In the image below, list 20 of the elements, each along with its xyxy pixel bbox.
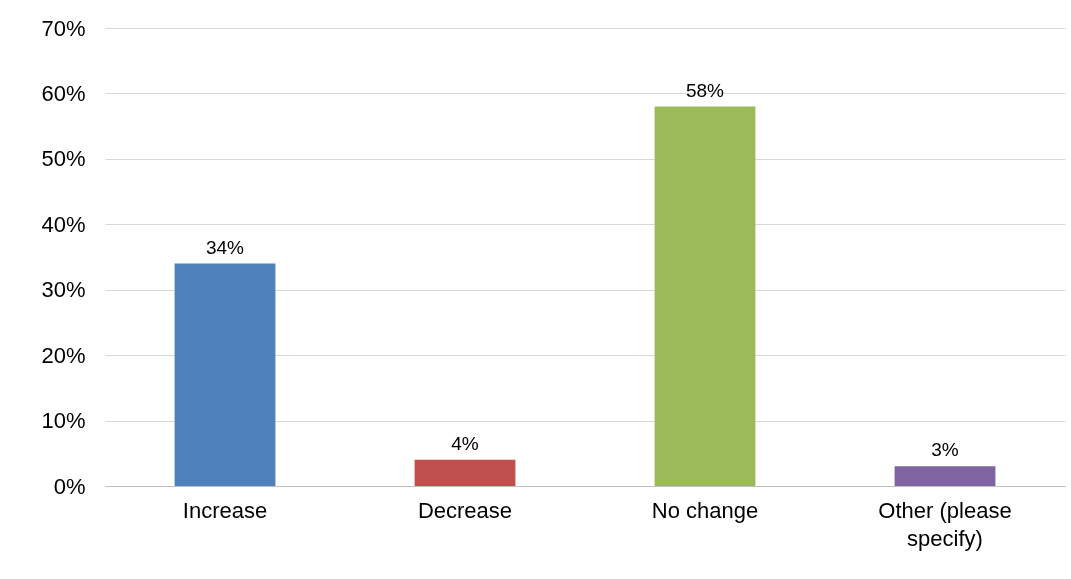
x-tick-label: Other (please specify): [878, 497, 1012, 551]
x-tick-label: Decrease: [417, 497, 513, 523]
x-tick-label: No change: [651, 497, 759, 523]
data-label: 3%: [931, 439, 959, 461]
bar: [414, 459, 516, 486]
y-tick-label: 70%: [41, 15, 86, 41]
y-tick-label: 10%: [41, 408, 86, 434]
y-tick-label: 40%: [41, 211, 86, 237]
data-label: 58%: [685, 79, 725, 101]
bar: [654, 106, 756, 486]
data-label: 4%: [451, 432, 479, 454]
y-tick-label: 20%: [41, 342, 86, 368]
y-tick-label: 50%: [41, 146, 86, 172]
x-tick-label: Increase: [182, 497, 268, 523]
data-label: 34%: [205, 236, 245, 258]
y-tick-label: 60%: [41, 80, 86, 106]
bar: [174, 263, 276, 486]
y-tick-label: 30%: [41, 277, 86, 303]
bar: [894, 466, 996, 486]
y-tick-label: 0%: [53, 473, 86, 499]
